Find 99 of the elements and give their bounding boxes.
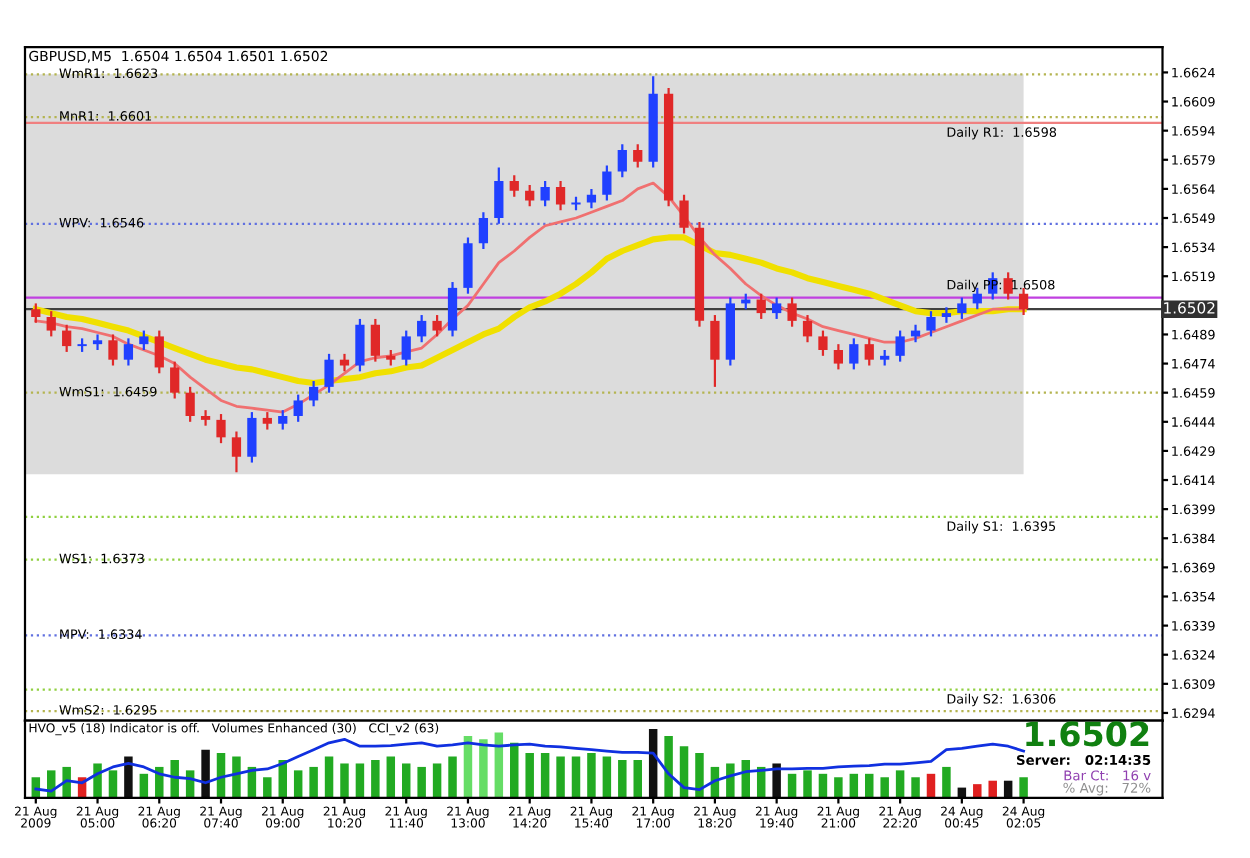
annotation: 1.6502	[1026, 721, 1149, 747]
bar	[263, 777, 272, 798]
candlestick	[617, 143, 627, 179]
candlestick	[833, 343, 844, 371]
candlestick	[710, 313, 720, 388]
candlestick	[293, 393, 303, 423]
candlestick	[540, 180, 550, 208]
candlestick	[278, 409, 288, 431]
bar	[602, 756, 612, 798]
bar	[633, 760, 642, 798]
candlestick	[555, 180, 566, 212]
bar	[849, 773, 859, 798]
candlestick	[494, 166, 504, 225]
bar	[340, 763, 349, 798]
candlestick	[355, 317, 365, 373]
bar	[293, 770, 303, 798]
bar	[417, 766, 426, 798]
candlestick	[123, 337, 134, 367]
bar	[479, 739, 488, 798]
bar	[618, 760, 627, 798]
bar	[988, 780, 997, 798]
bar	[1019, 777, 1028, 798]
bar	[726, 763, 735, 798]
candlestick	[185, 385, 195, 423]
bar	[787, 773, 797, 798]
bar	[865, 773, 874, 798]
bar	[556, 756, 565, 798]
candlestick	[139, 329, 149, 352]
candlestick	[802, 313, 813, 344]
bar	[942, 766, 951, 798]
bar	[432, 763, 442, 798]
candlestick	[756, 292, 766, 321]
candlestick	[231, 430, 242, 474]
bar	[911, 777, 920, 798]
bar	[201, 749, 210, 798]
candlestick	[108, 333, 118, 367]
bar	[232, 756, 241, 798]
bar	[401, 763, 411, 798]
bar	[973, 784, 982, 798]
bar	[834, 777, 843, 798]
candlestick	[46, 310, 56, 338]
bar	[818, 773, 828, 798]
candlestick	[602, 164, 612, 202]
bar	[540, 753, 550, 798]
candlestick	[895, 329, 905, 363]
bar	[510, 742, 519, 798]
candlestick	[247, 410, 257, 464]
candlestick	[370, 317, 380, 363]
bar	[494, 732, 504, 798]
bar	[448, 756, 457, 798]
bar	[386, 756, 396, 798]
candlestick	[216, 412, 226, 445]
bar	[93, 763, 102, 798]
candlestick	[957, 296, 967, 321]
bar	[108, 770, 118, 798]
bar	[803, 770, 812, 798]
candlestick	[787, 296, 797, 328]
bar	[695, 753, 704, 798]
candlestick	[31, 302, 41, 324]
candlestick	[818, 329, 828, 357]
candlestick	[478, 211, 489, 251]
bar	[664, 735, 673, 798]
candlestick	[525, 183, 535, 208]
candlestick	[447, 280, 458, 338]
bar	[587, 753, 596, 798]
bar	[880, 777, 889, 798]
candlestick	[772, 296, 782, 321]
candlestick	[200, 409, 211, 427]
bar	[139, 773, 149, 798]
bar	[895, 770, 905, 798]
bar	[309, 766, 318, 798]
bar	[324, 756, 334, 798]
bar	[571, 756, 581, 798]
candlestick	[509, 174, 519, 198]
candlestick	[92, 333, 103, 352]
candlestick	[62, 323, 72, 354]
candlestick	[633, 143, 643, 169]
bar	[525, 753, 534, 798]
candlestick	[401, 329, 411, 367]
candlestick	[432, 313, 442, 338]
candlestick	[154, 329, 164, 375]
candlestick	[1018, 286, 1029, 317]
candlestick	[864, 337, 874, 367]
candlestick	[170, 360, 180, 400]
bar	[170, 760, 179, 798]
candlestick	[849, 337, 859, 371]
bar	[355, 763, 365, 798]
bar	[926, 773, 936, 798]
candlestick	[324, 352, 334, 394]
bar	[371, 760, 380, 798]
bar	[772, 763, 781, 798]
candlestick	[308, 379, 319, 408]
candlestick	[926, 310, 936, 338]
candlestick	[941, 306, 952, 324]
candlestick	[463, 236, 473, 295]
candlestick	[679, 193, 689, 235]
candlestick	[417, 313, 427, 344]
bar	[155, 766, 164, 798]
bar	[124, 756, 133, 798]
